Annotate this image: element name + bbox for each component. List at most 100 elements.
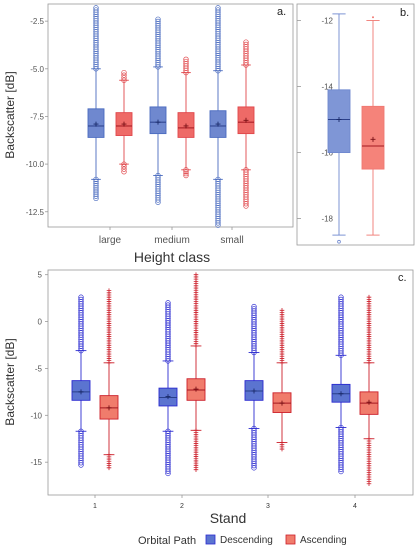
xtick-label: 2 (180, 503, 184, 510)
ytick-label: -10.0 (26, 160, 45, 169)
panel-b-ytick-label: -18 (321, 215, 333, 224)
panel-a-boxes (87, 5, 255, 228)
outlier-point (251, 303, 257, 310)
panel-a: a. -2.5 -5.0 -7.5 -10.0 -12.5 large medium sma… (3, 3, 294, 265)
panel-c-boxes (71, 272, 379, 487)
mean-marker (183, 123, 189, 129)
outlier-point (251, 462, 257, 469)
ytick-label: -5 (35, 364, 43, 373)
outlier-point (243, 201, 249, 207)
outlier-point (338, 296, 344, 303)
legend-label-ascending: Ascending (300, 535, 347, 546)
panel-c-label: c. (398, 272, 407, 284)
outlier-point (93, 189, 99, 195)
panel-b-ytick-label: -16 (321, 149, 333, 158)
outlier-point (93, 180, 99, 187)
outlier-point (93, 7, 99, 13)
outlier-point (155, 197, 161, 203)
outlier-point (165, 468, 171, 474)
outlier-point (121, 166, 127, 172)
mean-marker (338, 391, 344, 397)
outlier-point (93, 193, 99, 199)
mean-marker (279, 400, 285, 406)
ytick-label: -12.5 (26, 208, 45, 217)
outlier-point (243, 39, 249, 45)
outlier-point (93, 187, 99, 193)
mean-marker (93, 121, 99, 127)
box-descending-3 (209, 5, 227, 228)
box-ascending-1 (115, 69, 133, 175)
panel-c-frame (47, 269, 414, 496)
box-ascending-1 (361, 16, 385, 236)
outlier-point (338, 294, 344, 300)
outlier-point (243, 41, 249, 48)
mean-marker (155, 119, 161, 125)
box-ascending-2 (186, 272, 206, 472)
outlier-point (243, 203, 249, 209)
outlier-point (251, 465, 257, 471)
xtick-label: 3 (266, 503, 270, 510)
panel-a-ylabel: Backscatter [dB] (3, 71, 17, 158)
outlier-point (183, 170, 189, 177)
outlier-point (337, 239, 341, 244)
panel-c-y-ticks: 5 0 -5 -10 -15 (30, 271, 48, 467)
outlier-point (372, 16, 374, 19)
mean-marker (370, 136, 376, 142)
mean-marker (193, 386, 199, 392)
mean-marker (215, 121, 221, 127)
outlier-point (121, 72, 127, 78)
panel-c: c. 5 0 -5 -10 -15 1 2 3 4 Backscatter [dB] Stan… (3, 269, 414, 526)
outlier-point (279, 308, 285, 313)
panel-b-label: b. (400, 7, 409, 19)
outlier-point (366, 294, 372, 300)
panel-a-xlabel: Height class (134, 249, 210, 265)
outlier-point (193, 467, 199, 472)
outlier-point (215, 5, 221, 11)
outlier-point (183, 58, 189, 65)
mean-marker (251, 388, 257, 394)
box-descending-1 (87, 5, 105, 202)
outlier-point (338, 468, 344, 475)
panel-c-xlabel: Stand (210, 510, 247, 526)
ytick-label: -10 (30, 411, 42, 420)
outlier-point (78, 460, 84, 466)
outlier-point (155, 18, 161, 25)
xtick-label: small (220, 235, 243, 246)
box-descending-1 (327, 13, 351, 244)
box-ascending-2 (177, 56, 195, 179)
mean-marker (366, 399, 372, 405)
outlier-point (183, 172, 189, 179)
legend-swatch-descending (205, 534, 216, 545)
mean-marker (106, 405, 112, 411)
outlier-point (78, 296, 84, 303)
outlier-point (106, 465, 112, 471)
legend: Orbital Path Descending Ascending (138, 534, 347, 547)
outlier-point (251, 306, 257, 312)
outlier-point (93, 195, 99, 202)
ytick-label: 0 (38, 318, 43, 327)
outlier-point (93, 191, 99, 197)
ytick-label: -2.5 (30, 17, 44, 26)
box-descending-3 (244, 303, 264, 471)
outlier-point (215, 220, 221, 226)
mean-marker (78, 389, 84, 395)
xtick-label: medium (154, 235, 190, 246)
panel-b: b. -12 -14 -16 -18 (296, 3, 415, 246)
ytick-label: -15 (30, 458, 42, 467)
panel-c-x-ticks: 1 2 3 4 (93, 495, 357, 510)
outlier-point (93, 183, 99, 189)
outlier-point (155, 199, 161, 205)
mean-marker (336, 117, 342, 123)
outlier-point (165, 302, 171, 308)
mean-marker (165, 394, 171, 400)
panel-b-y-ticks: -12 -14 -16 -18 (297, 17, 334, 224)
outlier-point (78, 462, 84, 468)
box-descending-4 (331, 294, 351, 475)
box-descending-1 (71, 294, 91, 468)
outlier-point (366, 481, 372, 487)
panel-b-ytick-label: -12 (321, 17, 333, 26)
outlier-point (121, 169, 127, 175)
box-ascending-3 (272, 308, 292, 452)
outlier-point (78, 294, 84, 300)
